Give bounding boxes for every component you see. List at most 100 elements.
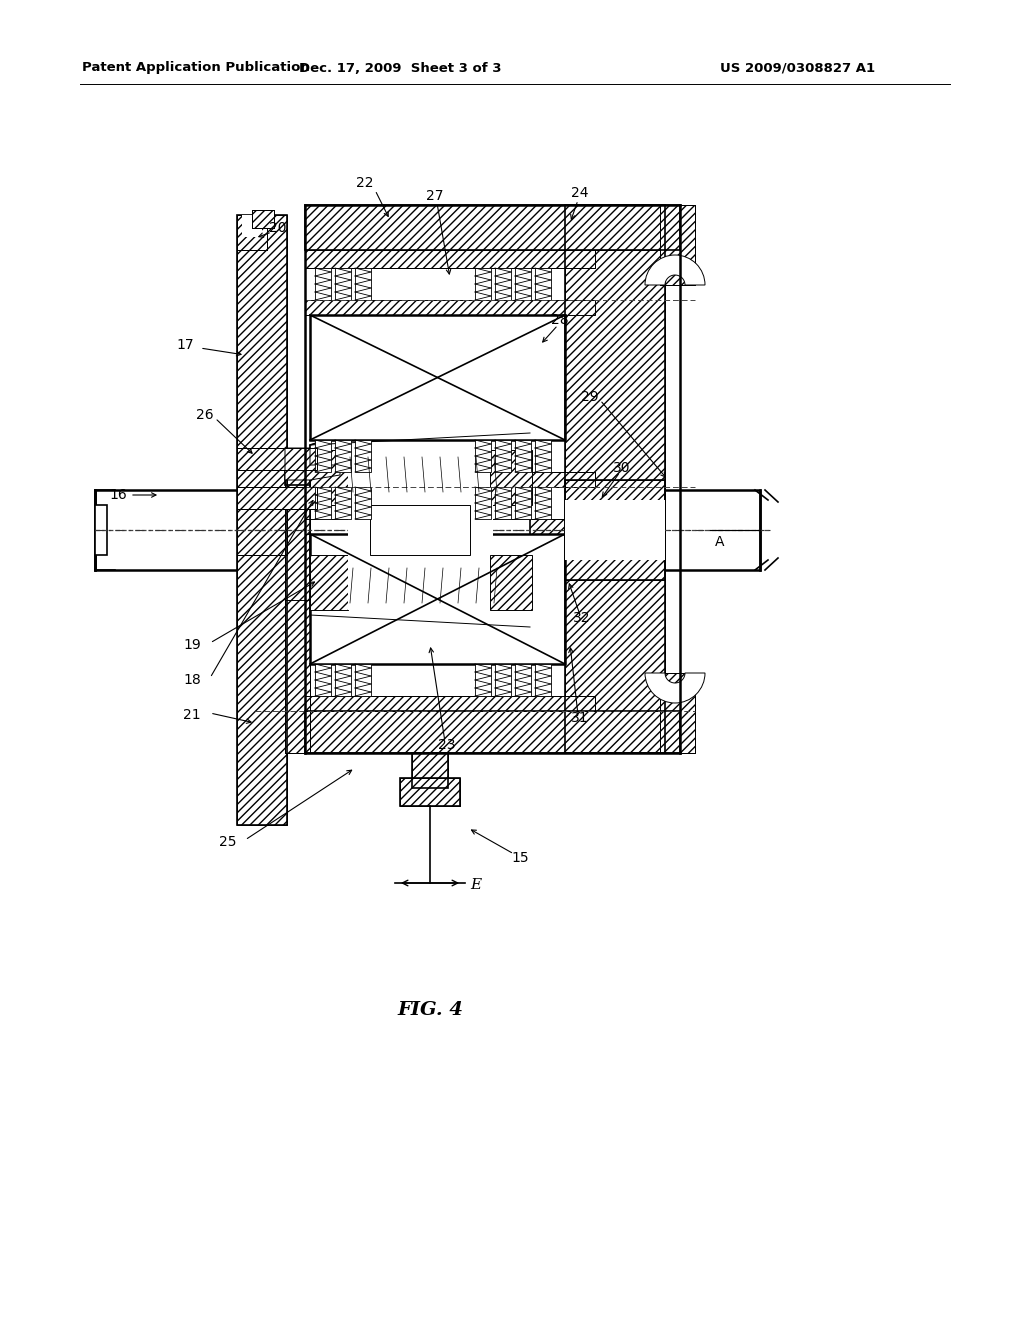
Bar	[565, 480, 665, 579]
Bar	[515, 664, 531, 696]
Bar	[371, 455, 379, 490]
Bar	[535, 664, 551, 696]
Bar	[335, 664, 351, 696]
Bar	[305, 249, 595, 268]
Bar	[348, 506, 493, 554]
Bar	[515, 268, 531, 300]
Bar	[305, 711, 680, 752]
Bar	[237, 447, 317, 470]
Bar	[410, 570, 418, 605]
Text: 20: 20	[269, 220, 287, 235]
Bar	[237, 215, 267, 249]
Bar	[310, 315, 565, 440]
Bar	[355, 487, 371, 519]
Text: 30: 30	[613, 461, 631, 475]
Bar	[370, 506, 470, 554]
Bar	[345, 570, 353, 605]
Text: 23: 23	[438, 738, 456, 752]
Bar	[310, 450, 348, 506]
Bar	[335, 268, 351, 300]
Bar	[400, 777, 460, 807]
Bar	[475, 268, 490, 300]
Text: 24: 24	[571, 186, 589, 201]
Wedge shape	[645, 255, 705, 285]
Bar	[315, 487, 331, 519]
Bar	[412, 752, 449, 788]
Bar	[397, 455, 406, 490]
Polygon shape	[310, 436, 345, 495]
Bar	[95, 506, 106, 554]
Polygon shape	[310, 433, 530, 627]
Bar	[358, 570, 366, 605]
Bar	[237, 447, 317, 470]
Text: US 2009/0308827 A1: US 2009/0308827 A1	[720, 62, 876, 74]
Bar	[495, 664, 511, 696]
Bar	[565, 205, 665, 752]
Text: 25: 25	[219, 836, 237, 849]
Bar	[252, 210, 274, 228]
Bar	[348, 554, 490, 610]
Bar	[305, 473, 595, 487]
Bar	[237, 487, 317, 510]
Bar	[252, 210, 274, 228]
Wedge shape	[645, 673, 705, 704]
Bar	[495, 268, 511, 300]
Text: 18: 18	[183, 673, 201, 686]
Text: 21: 21	[183, 708, 201, 722]
Bar	[315, 268, 331, 300]
Text: 22: 22	[356, 176, 374, 190]
Bar	[237, 455, 287, 554]
Bar	[95, 490, 250, 570]
Bar	[515, 487, 531, 519]
Bar	[237, 215, 287, 825]
Bar	[237, 487, 317, 510]
Text: 27: 27	[426, 189, 443, 203]
Bar	[384, 455, 392, 490]
Text: 32: 32	[573, 611, 591, 624]
Bar	[355, 268, 371, 300]
Text: 19: 19	[183, 638, 201, 652]
Bar	[475, 664, 490, 696]
Text: 15: 15	[511, 851, 528, 865]
Bar	[285, 455, 315, 484]
Bar	[575, 490, 760, 570]
Bar	[475, 487, 490, 519]
Bar	[565, 205, 665, 752]
Bar	[305, 205, 680, 249]
Bar	[423, 455, 431, 490]
Bar	[660, 205, 695, 285]
Bar	[305, 696, 595, 711]
Text: 29: 29	[582, 389, 599, 404]
Text: 31: 31	[571, 711, 589, 725]
Bar	[242, 215, 262, 238]
Bar	[237, 215, 287, 825]
Bar	[515, 440, 531, 473]
Bar	[315, 440, 331, 473]
Bar	[305, 519, 595, 535]
Bar	[285, 459, 315, 601]
Text: 28: 28	[551, 313, 568, 327]
Bar	[423, 570, 431, 605]
Bar	[358, 455, 366, 490]
Bar	[310, 315, 565, 440]
Bar	[348, 450, 490, 506]
Bar	[565, 500, 665, 560]
Bar	[310, 554, 348, 610]
Bar	[285, 473, 310, 752]
Bar	[535, 440, 551, 473]
Bar	[660, 673, 695, 752]
Bar	[315, 664, 331, 696]
Bar	[355, 440, 371, 473]
Text: E: E	[470, 878, 481, 892]
Text: FIG. 4: FIG. 4	[397, 1001, 463, 1019]
Bar	[285, 459, 315, 601]
Bar	[495, 487, 511, 519]
Text: A: A	[715, 535, 725, 549]
Bar	[345, 455, 353, 490]
Bar	[490, 450, 532, 506]
Bar	[305, 711, 680, 752]
Bar	[490, 554, 532, 610]
Bar	[384, 570, 392, 605]
Bar	[305, 205, 680, 249]
Text: Patent Application Publication: Patent Application Publication	[82, 62, 309, 74]
